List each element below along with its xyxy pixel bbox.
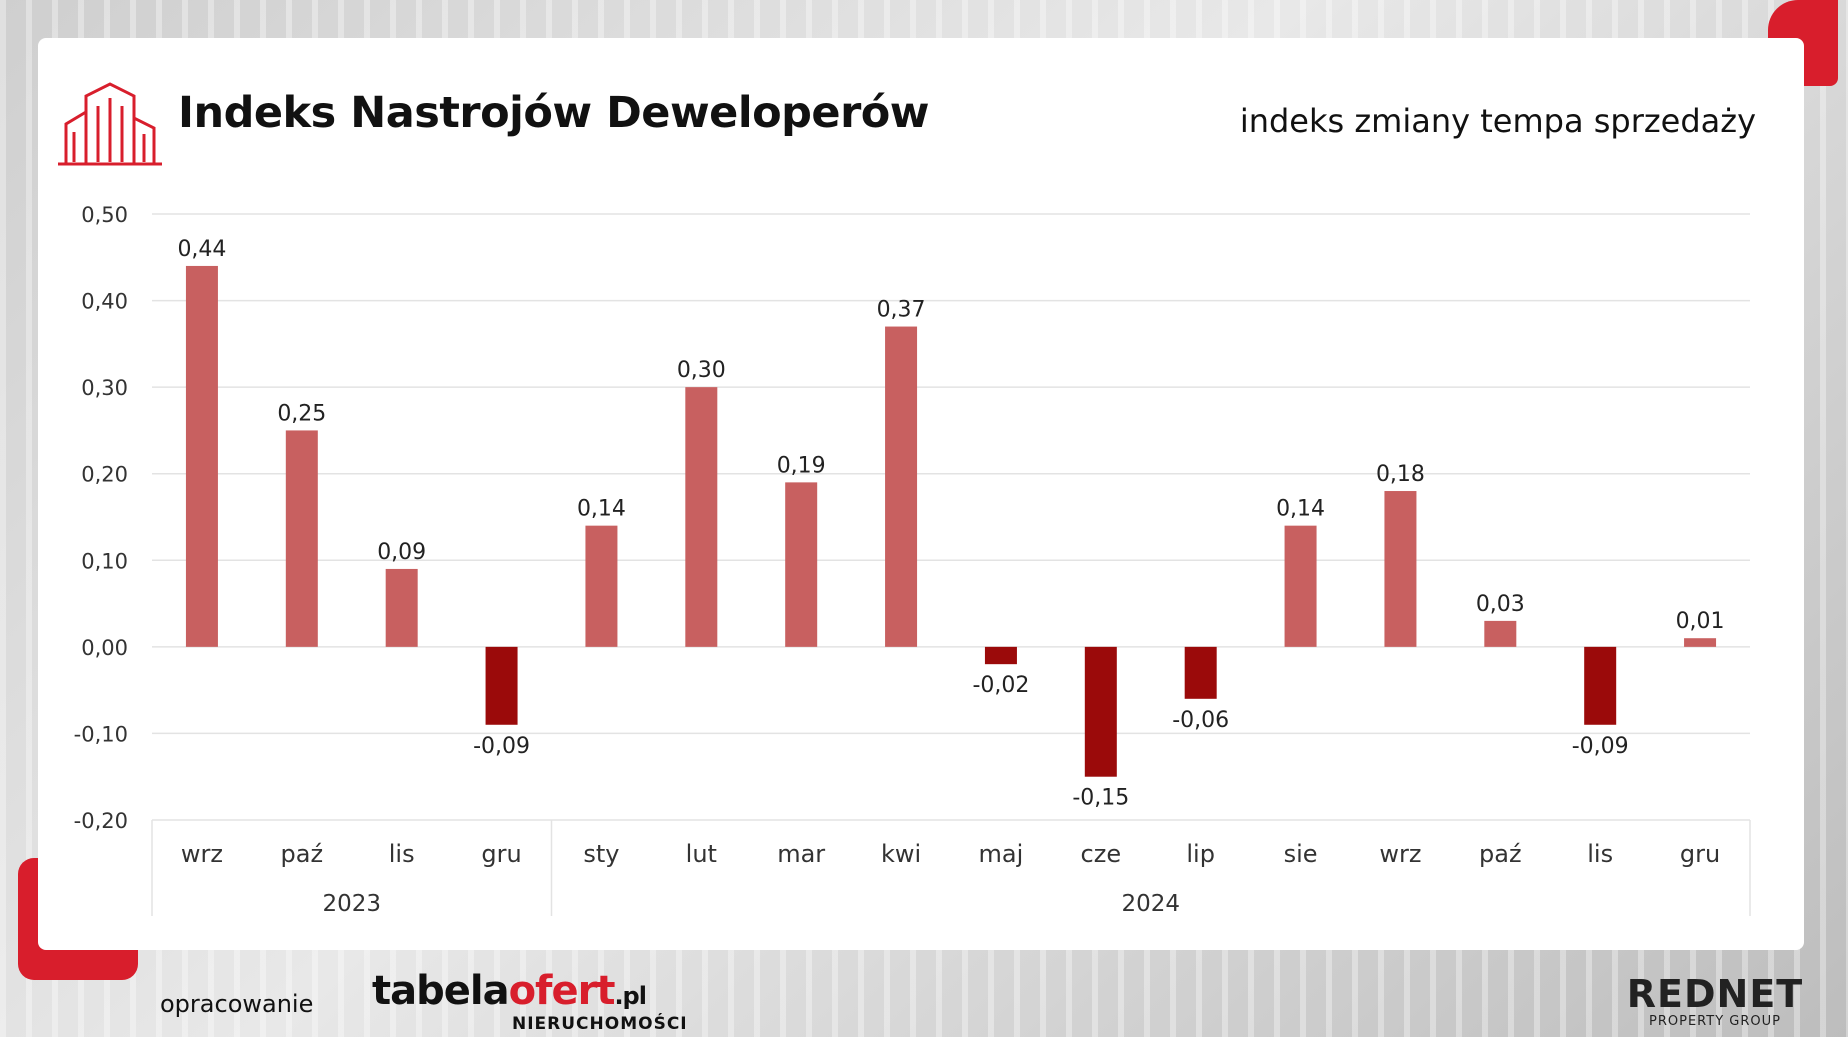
data-label: 0,25 [277,401,326,426]
bar [785,482,818,647]
buildings-icon [58,82,162,166]
x-tick-label: kwi [881,840,921,868]
x-tick-label: paź [281,840,324,868]
tabelaofert-logo-part2: ofert [508,968,616,1014]
data-label: 0,09 [377,540,426,565]
rednet-logo-name: REDNET [1626,972,1804,1016]
tabelaofert-logo: tabelaofert.pl NIERUCHOMOŚCI [372,968,687,1034]
data-label: -0,06 [1172,708,1229,733]
bar [685,387,718,647]
tabelaofert-logo-name: tabelaofert.pl [372,968,647,1014]
x-tick-label: maj [979,840,1024,868]
x-tick-label: gru [1680,840,1720,868]
bar [385,568,418,647]
data-label: 0,14 [577,497,626,522]
y-tick-label: 0,10 [81,549,128,573]
y-tick-label: 0,50 [81,203,128,227]
x-tick-label: lip [1186,840,1215,868]
data-label: 0,03 [1476,592,1525,617]
bar-chart: 0,50 0,40 0,30 0,20 0,10 0,00 -0,10 -0,20 2023 20… [74,203,1751,917]
x-tick-label: sty [583,840,619,868]
bar [285,430,318,647]
x-tick-label: sie [1284,840,1318,868]
bar [1284,525,1317,647]
data-label: 0,01 [1676,609,1725,634]
data-label: 0,18 [1376,462,1425,487]
x-tick-label: lis [1587,840,1613,868]
data-label: 0,44 [177,237,226,262]
y-tick-label: 0,30 [81,376,128,400]
y-tick-label: -0,20 [74,809,128,833]
tabelaofert-logo-part1: tabela [372,968,510,1014]
y-tick-label: 0,20 [81,463,128,487]
bar [1384,491,1417,647]
group-label: 2024 [1121,891,1180,917]
bar [1584,646,1617,725]
bar [984,646,1017,665]
bar [885,326,918,647]
data-label: -0,09 [1572,734,1629,759]
y-tick-label: 0,40 [81,290,128,314]
x-tick-label: wrz [1379,840,1421,868]
rednet-logo: REDNET PROPERTY GROUP [1620,974,1810,1034]
page-title: Indeks Nastrojów Deweloperów [178,88,930,138]
data-label: 0,37 [877,298,926,323]
x-tick-label: cze [1081,840,1122,868]
tabelaofert-logo-sub: NIERUCHOMOŚCI [512,1014,688,1034]
x-tick-label: gru [481,840,521,868]
y-tick-label: 0,00 [81,636,128,660]
bar [1484,620,1517,647]
x-tick-label: paź [1479,840,1522,868]
data-label: -0,15 [1072,786,1129,811]
bar [1684,638,1717,647]
data-label: 0,14 [1276,497,1325,522]
group-label: 2023 [322,891,381,917]
bar [485,646,518,725]
x-tick-label: lis [389,840,415,868]
bar [185,265,218,647]
rednet-logo-sub: PROPERTY GROUP [1649,1014,1781,1029]
x-tick-label: lut [686,840,717,868]
data-label: 0,30 [677,358,726,383]
tabelaofert-logo-part3: .pl [614,982,647,1010]
y-tick-label: -0,10 [74,722,128,746]
data-label: -0,09 [473,734,530,759]
bar [585,525,618,647]
page-subtitle: indeks zmiany tempa sprzedaży [1239,102,1756,140]
data-label: 0,19 [777,453,826,478]
chart-card [38,38,1804,950]
x-tick-label: wrz [181,840,223,868]
x-tick-label: mar [777,840,825,868]
bar [1184,646,1217,699]
prepared-by-label: opracowanie [160,990,314,1018]
bar [1084,646,1117,777]
data-label: -0,02 [972,673,1029,698]
